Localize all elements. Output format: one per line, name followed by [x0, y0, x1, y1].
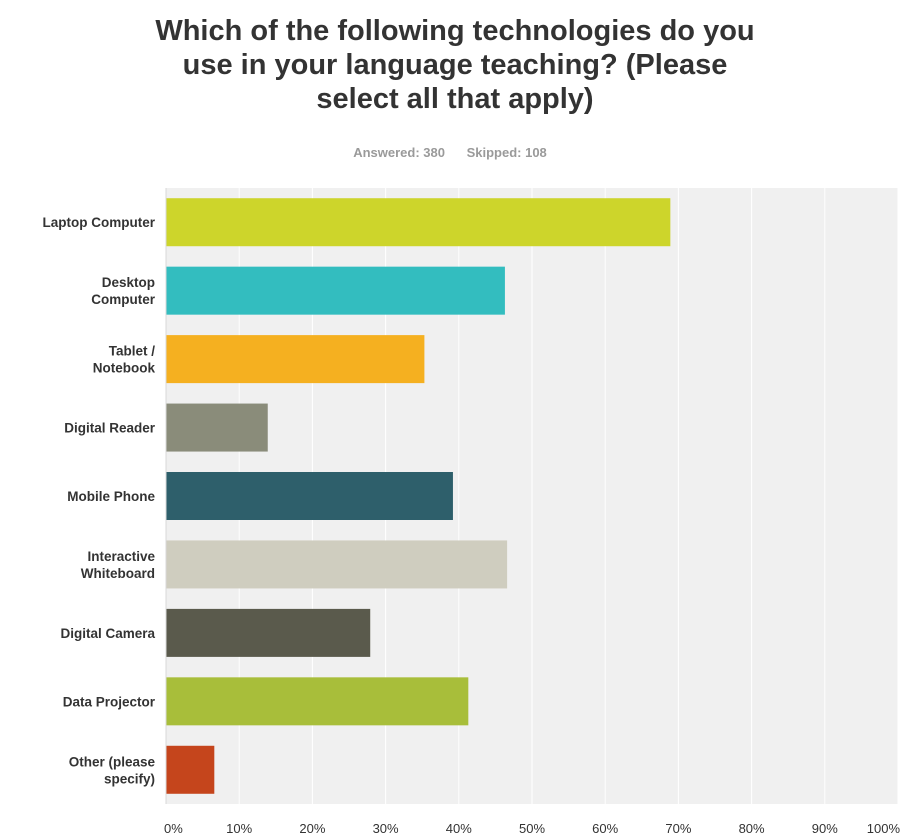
x-tick-label: 0%	[164, 821, 183, 836]
title-line-2: use in your language teaching? (Please	[182, 49, 728, 81]
category-label-line: specify)	[104, 771, 155, 786]
category-label-line: Laptop Computer	[43, 215, 156, 230]
category-label: Other (please specify)	[69, 754, 156, 786]
x-tick-label: 80%	[739, 821, 765, 836]
bar[interactable]	[166, 608, 371, 657]
bar[interactable]	[166, 198, 671, 247]
category-label-line: Interactive	[87, 549, 155, 564]
x-tick-label: 10%	[226, 821, 252, 836]
category-label: Mobile Phone	[67, 489, 155, 504]
bar[interactable]	[166, 745, 215, 794]
title-line-3: select all that apply)	[316, 83, 594, 115]
x-tick-label: 50%	[519, 821, 545, 836]
x-tick-label: 20%	[299, 821, 325, 836]
bar[interactable]	[166, 540, 508, 589]
category-label-line: Other (please	[69, 754, 156, 769]
bar[interactable]	[166, 403, 268, 452]
x-tick-label: 100%	[867, 821, 901, 836]
x-tick-label: 90%	[812, 821, 838, 836]
x-tick-label: 60%	[592, 821, 618, 836]
category-label-line: Digital Camera	[60, 626, 155, 641]
x-tick-label: 40%	[446, 821, 472, 836]
category-label-line: Digital Reader	[64, 421, 156, 436]
category-label: Laptop Computer	[43, 215, 156, 230]
bar[interactable]	[166, 472, 453, 520]
category-label: Digital Reader	[64, 421, 156, 436]
title-line-1: Which of the following technologies do y…	[155, 15, 755, 47]
category-label-line: Mobile Phone	[67, 489, 155, 504]
category-label-line: Desktop	[102, 275, 155, 290]
category-label: Data Projector	[63, 694, 156, 709]
category-label: Interactive Whiteboard	[81, 549, 156, 581]
bar[interactable]	[166, 677, 469, 726]
x-tick-label: 70%	[665, 821, 691, 836]
x-tick-label: 30%	[373, 821, 399, 836]
category-label-line: Data Projector	[63, 694, 156, 709]
category-label: Digital Camera	[60, 626, 155, 641]
category-label-line: Notebook	[93, 361, 156, 376]
skipped-count: Skipped: 108	[466, 145, 547, 160]
category-label-line: Whiteboard	[81, 566, 155, 581]
response-stats: Answered: 380 Skipped: 108	[250, 145, 650, 160]
bar[interactable]	[166, 335, 425, 384]
category-label: Desktop Computer	[91, 275, 155, 307]
category-label: Tablet / Notebook	[93, 344, 156, 376]
answered-count: Answered: 380	[353, 145, 445, 160]
chart-title: Which of the following technologies do y…	[100, 14, 810, 116]
category-label-line: Computer	[91, 292, 155, 307]
bar[interactable]	[166, 266, 505, 315]
category-label-line: Tablet /	[109, 344, 156, 359]
